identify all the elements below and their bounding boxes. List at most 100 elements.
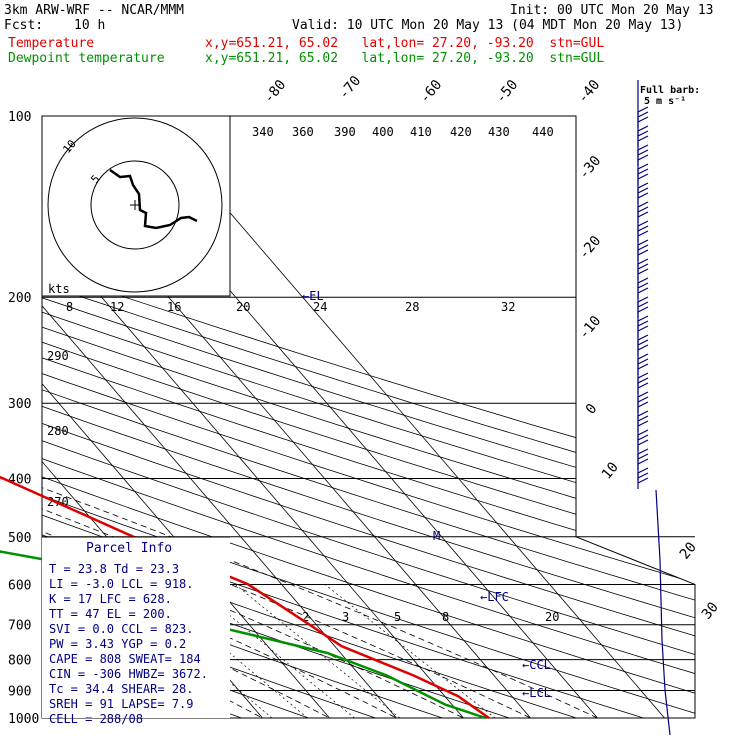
- isotherm-label: -30: [576, 153, 605, 183]
- wind-barbs: [637, 80, 671, 736]
- mixing-ratio-label: 3: [342, 610, 349, 624]
- dry-adiabat-line: [42, 116, 481, 718]
- isotherm-label: -20: [576, 233, 605, 263]
- dry-adiabat-line: [42, 116, 695, 718]
- moist-adiabat-line: [42, 296, 422, 718]
- wind-barb: [637, 372, 649, 394]
- parcel-info-row: CIN = -306 HWBZ= 3672.: [49, 667, 208, 681]
- forecast-hours: 10 h: [74, 18, 106, 33]
- theta-label: 420: [450, 125, 472, 139]
- isotherm-label: -50: [493, 77, 522, 107]
- isotherm-label: 0: [583, 401, 601, 418]
- dry-adiabat-line: [42, 116, 695, 718]
- isotherm-label: 20: [677, 539, 700, 562]
- dry-adiabat-line: [42, 116, 695, 718]
- ccl-marker: ←CCL: [522, 658, 551, 672]
- dry-adiabat-line: [42, 116, 413, 718]
- moist-adiabat-line: [42, 296, 558, 718]
- parcel-info-row: SVI = 0.0 CCL = 823.: [49, 622, 194, 636]
- wind-barb: [637, 182, 649, 204]
- dewpoint-location-info: x,y=651.21, 65.02 lat,lon= 27.20, -93.20…: [205, 51, 605, 66]
- parcel-info-box: [42, 537, 230, 718]
- forecast-label: Fcst:: [4, 18, 44, 33]
- isotherm-label: -10: [576, 313, 605, 343]
- barb-legend-title: Full barb:: [640, 85, 700, 96]
- hodograph-ring-outer: [47, 117, 223, 293]
- dry-adiabat-line: [42, 116, 695, 718]
- parcel-info-row: T = 23.8 Td = 23.3: [49, 562, 179, 576]
- parcel-info-row: TT = 47 EL = 200.: [49, 607, 172, 621]
- dry-adiabat-line: [42, 116, 695, 718]
- model-title: 3km ARW-WRF -- NCAR/MMM: [4, 3, 185, 18]
- wind-barb: [637, 277, 649, 299]
- dry-adiabat-line: [42, 116, 695, 718]
- wind-barb: [637, 353, 649, 375]
- dry-adiabat-line: [42, 116, 695, 718]
- isotherm-label: -60: [417, 77, 446, 107]
- parcel-info-title: Parcel Info: [86, 541, 172, 556]
- wind-barb: [637, 296, 649, 318]
- lfc-marker: ←LFC: [480, 590, 509, 604]
- wind-barb: [637, 201, 649, 223]
- isobar-label: 900: [8, 684, 31, 699]
- hodograph-kts-label: kts: [48, 282, 70, 296]
- mixing-ratio-label: 5: [394, 610, 401, 624]
- wind-barb: [637, 334, 649, 356]
- isotherm-line: [42, 116, 397, 718]
- isobar-label: 1000: [8, 712, 39, 727]
- hodograph-scale-label: 16: [167, 300, 181, 314]
- mixing-ratio-label: 2: [302, 610, 309, 624]
- theta-label: 390: [334, 125, 356, 139]
- isotherm-label: -80: [261, 77, 290, 107]
- el-marker: ←EL: [302, 289, 324, 303]
- wind-barb: [637, 315, 649, 337]
- hodograph-center: [130, 200, 140, 210]
- wind-barb: [637, 106, 649, 128]
- isobar-label: 100: [8, 110, 31, 125]
- dewpoint-legend-label: Dewpoint temperature: [8, 51, 165, 66]
- wind-barb: [637, 467, 649, 489]
- parcel-info-row: SREH = 91 LAPSE= 7.9: [49, 697, 194, 711]
- dry-adiabat-line: [42, 116, 695, 718]
- parcel-info-row: CELL = 288/08: [49, 712, 143, 726]
- theta-label: 410: [410, 125, 432, 139]
- isotherm-label: -70: [336, 73, 365, 103]
- valid-time: Valid: 10 UTC Mon 20 May 13 (04 MDT Mon …: [292, 18, 684, 33]
- dry-adiabat-line: [42, 116, 695, 718]
- wind-barb: [637, 144, 649, 166]
- dry-adiabat-line: [42, 116, 695, 718]
- parcel-info-row: CAPE = 808 SWEAT= 184: [49, 652, 201, 666]
- isobar-label: 700: [8, 619, 31, 634]
- isobar-label: 200: [8, 291, 31, 306]
- mixing-ratio-label: 8: [442, 610, 449, 624]
- hodograph-ring-inner: [90, 160, 180, 250]
- hodograph-scale-label: 28: [405, 300, 419, 314]
- dry-adiabat-line: [42, 116, 695, 718]
- wind-barb: [637, 448, 649, 470]
- barb-legend-units: 5 m s⁻¹: [644, 96, 686, 107]
- parcel-info-row: PW = 3.43 YGP = 0.2: [49, 637, 186, 651]
- temperature-location-info: x,y=651.21, 65.02 lat,lon= 27.20, -93.20…: [205, 36, 605, 51]
- init-time: Init: 00 UTC Mon 20 May 13: [510, 3, 714, 18]
- isobar-label: 600: [8, 578, 31, 593]
- wind-barb-lower: [655, 489, 671, 736]
- parcel-info-row: LI = -3.0 LCL = 918.: [49, 577, 194, 591]
- m-marker: M: [433, 529, 440, 543]
- isotherm-label: 10: [599, 459, 622, 482]
- theta-label: 340: [252, 125, 274, 139]
- wind-barb: [637, 258, 649, 280]
- isobar-label: 800: [8, 654, 31, 669]
- theta-label: 440: [532, 125, 554, 139]
- hodograph-scale-label: 24: [313, 300, 327, 314]
- parcel-info-row: K = 17 LFC = 628.: [49, 592, 172, 606]
- theta-label: 400: [372, 125, 394, 139]
- dry-adiabat-line: [42, 116, 695, 718]
- isotherm-line: [42, 116, 330, 718]
- wind-barb: [637, 125, 649, 147]
- hodograph-scale-label: 20: [236, 300, 250, 314]
- theta-label: 360: [292, 125, 314, 139]
- isotherm-line: [42, 116, 464, 718]
- isotherm-line: [146, 116, 665, 718]
- temperature-legend-label: Temperature: [8, 36, 95, 51]
- theta-label: 430: [488, 125, 510, 139]
